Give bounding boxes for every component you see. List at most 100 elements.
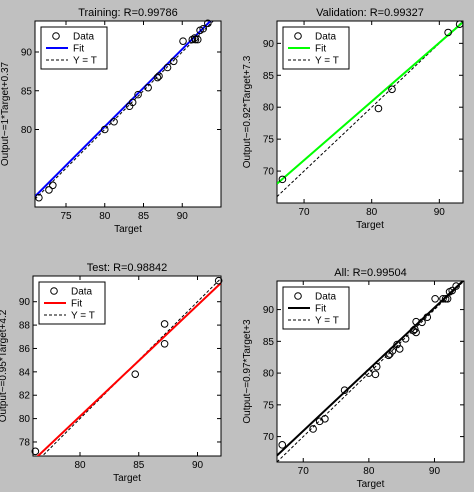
y-tick-label: 85	[263, 71, 275, 82]
data-point	[153, 73, 162, 82]
y-axis-label: Output~=1*Target+0.37	[0, 61, 11, 166]
legend-label: Data	[71, 287, 93, 298]
data-point	[31, 447, 40, 456]
data-point	[388, 347, 397, 355]
data-point	[49, 181, 57, 190]
y-tick-label: 85	[21, 86, 33, 97]
data-point	[160, 320, 169, 328]
x-tick-label: 90	[177, 211, 189, 222]
legend-label: Data	[73, 32, 95, 43]
y-tick-label: 90	[263, 39, 275, 50]
data-point	[128, 98, 137, 107]
data-point	[193, 35, 202, 44]
y-tick-label: 70	[263, 167, 275, 178]
data-point	[401, 334, 410, 343]
data-point	[35, 193, 43, 202]
legend-label: Data	[315, 292, 337, 303]
y-axis-label: Output~=0.95*Target+4.2	[0, 309, 9, 422]
x-tick-label: 75	[60, 211, 72, 222]
identity-line	[277, 281, 464, 462]
x-axis-label: Target	[113, 473, 141, 484]
data-point	[393, 340, 401, 349]
data-point	[188, 35, 197, 44]
data-point	[384, 351, 393, 360]
legend-marker-data	[294, 292, 302, 300]
data-point	[110, 117, 118, 126]
y-tick-label: 80	[263, 103, 275, 114]
legend-label: Y = T	[315, 56, 339, 67]
data-point	[374, 104, 383, 113]
data-point	[321, 415, 329, 423]
y-tick-label: 70	[263, 432, 275, 443]
legend-label: Y = T	[71, 311, 95, 322]
data-point	[163, 63, 172, 72]
data-point	[455, 20, 464, 28]
x-tick-label: 85	[133, 460, 145, 471]
y-tick-label: 80	[19, 414, 31, 425]
legend-label: Y = T	[73, 56, 97, 67]
legend-label: Data	[315, 32, 337, 43]
data-point	[309, 425, 317, 433]
data-point	[412, 317, 420, 326]
data-point	[204, 19, 212, 28]
x-axis-label: Target	[114, 224, 142, 235]
chart-title: All: R=0.99504	[334, 267, 406, 279]
y-tick-label: 84	[19, 367, 31, 378]
data-point	[441, 294, 450, 303]
identity-line	[35, 21, 214, 200]
legend-label: Fit	[315, 304, 326, 315]
plot-area	[277, 21, 463, 197]
x-tick-label: 80	[74, 460, 86, 471]
y-tick-label: 78	[19, 437, 31, 448]
data-point	[134, 90, 142, 99]
x-tick-label: 90	[434, 207, 446, 218]
x-tick-label: 80	[366, 207, 378, 218]
y-tick-label: 88	[19, 321, 31, 332]
x-tick-label: 90	[429, 466, 441, 477]
fit-line	[277, 281, 464, 457]
plot-area	[277, 281, 464, 462]
y-axis-label: Output~=0.97*Target+3	[242, 319, 253, 424]
data-point	[388, 85, 396, 94]
x-tick-label: 90	[192, 460, 204, 471]
data-point	[452, 282, 460, 290]
data-point	[439, 294, 447, 303]
data-point	[395, 345, 404, 353]
x-tick-label: 70	[298, 207, 310, 218]
plot-panel-4: All: R=0.99504 Target Output~=0.97*Target+…	[242, 267, 465, 490]
data-point	[45, 186, 53, 194]
data-point	[444, 28, 452, 37]
legend-label: Fit	[315, 44, 326, 55]
data-point	[179, 37, 187, 45]
plot-panel-1: Training: R=0.99786 Target Output~=1*Targe…	[0, 7, 222, 235]
x-axis-label: Target	[356, 220, 384, 231]
legend-label: Fit	[73, 44, 84, 55]
data-point	[448, 286, 456, 295]
legend-marker-data	[50, 287, 58, 295]
plot-area	[36, 277, 221, 456]
y-tick-label: 90	[263, 305, 275, 316]
identity-line	[277, 21, 463, 197]
plot-panel-2: Validation: R=0.99327 Target Output~=0.92*…	[242, 7, 464, 231]
x-axis-label: Target	[357, 479, 385, 490]
x-tick-label: 70	[298, 466, 310, 477]
y-tick-label: 86	[19, 344, 31, 355]
data-point	[100, 125, 109, 134]
legend-label: Y = T	[315, 316, 339, 327]
data-point	[155, 72, 163, 80]
legend-marker-data	[294, 32, 302, 40]
data-point	[423, 313, 432, 322]
x-tick-label: 80	[363, 466, 375, 477]
legend-marker-data	[52, 32, 60, 40]
data-point	[144, 83, 152, 92]
data-point	[340, 386, 349, 395]
y-tick-label: 80	[21, 125, 33, 136]
data-point	[199, 24, 207, 33]
y-tick-label: 82	[19, 391, 31, 402]
chart-title: Validation: R=0.99327	[316, 7, 424, 19]
data-point	[131, 370, 140, 378]
fit-line	[36, 282, 221, 456]
